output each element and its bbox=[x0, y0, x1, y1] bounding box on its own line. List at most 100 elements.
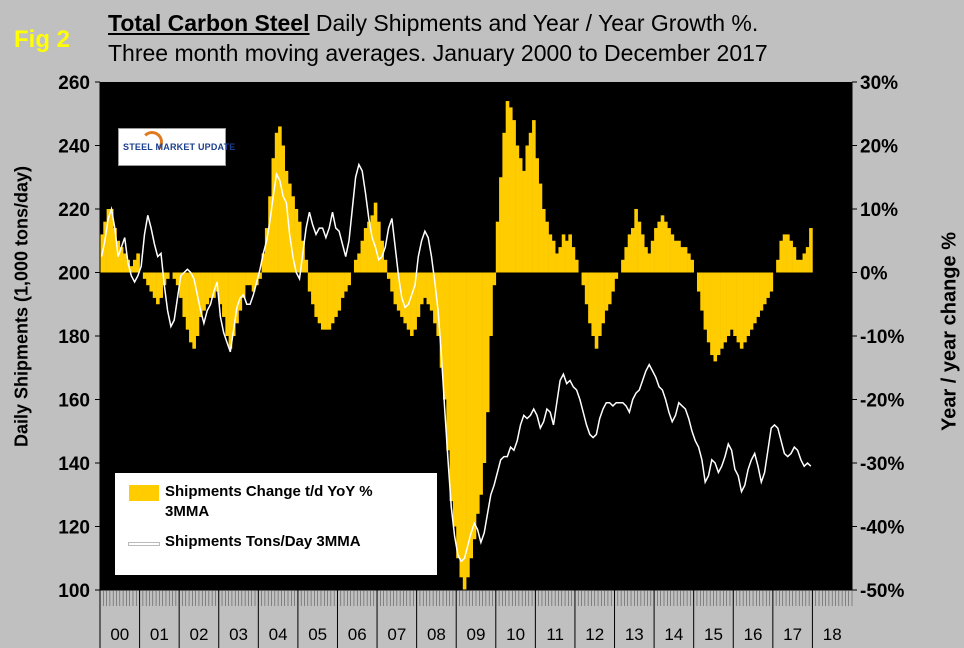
yoy-bar bbox=[357, 253, 361, 273]
yoy-bar bbox=[367, 221, 371, 273]
yoy-bar bbox=[720, 272, 724, 349]
yoy-bar bbox=[716, 272, 721, 356]
yoy-bar bbox=[360, 240, 365, 273]
legend-bar-label: Shipments Change t/d YoY % bbox=[165, 483, 373, 500]
yoy-bar bbox=[423, 272, 427, 298]
x-tick-label: 11 bbox=[546, 625, 564, 644]
left-tick-label: 220 bbox=[58, 200, 90, 221]
left-tick-label: 240 bbox=[58, 137, 90, 158]
yoy-bar bbox=[673, 240, 678, 273]
yoy-bar bbox=[353, 259, 358, 273]
yoy-bar bbox=[739, 272, 744, 349]
yoy-bar bbox=[314, 272, 318, 317]
yoy-bar bbox=[664, 221, 668, 273]
yoy-bar bbox=[271, 158, 276, 273]
yoy-bar bbox=[413, 272, 417, 330]
x-tick-label: 05 bbox=[308, 625, 327, 644]
right-tick-label: -40% bbox=[860, 518, 904, 539]
yoy-bar bbox=[518, 158, 523, 273]
yoy-bar bbox=[317, 272, 322, 324]
yoy-bar bbox=[228, 272, 233, 349]
yoy-bar bbox=[225, 272, 229, 336]
yoy-bar bbox=[245, 272, 249, 286]
yoy-bar bbox=[604, 272, 609, 311]
yoy-bar bbox=[723, 272, 727, 343]
yoy-bar bbox=[469, 272, 474, 559]
yoy-bar bbox=[660, 215, 665, 273]
x-tick-label: 07 bbox=[387, 625, 406, 644]
yoy-bar bbox=[736, 272, 741, 343]
yoy-bar bbox=[512, 120, 516, 273]
yoy-bar bbox=[634, 209, 638, 273]
yoy-bar bbox=[291, 196, 295, 273]
yoy-bar bbox=[132, 259, 137, 273]
yoy-bar bbox=[327, 272, 332, 330]
yoy-bar bbox=[195, 272, 200, 336]
yoy-bar bbox=[113, 228, 117, 273]
yoy-bar bbox=[667, 228, 671, 273]
yoy-bar bbox=[766, 272, 770, 298]
yoy-bar bbox=[627, 234, 632, 273]
legend-line-swatch bbox=[128, 542, 160, 546]
x-tick-label: 12 bbox=[585, 625, 604, 644]
yoy-bar bbox=[779, 240, 784, 273]
yoy-bar bbox=[545, 221, 549, 273]
yoy-bar bbox=[495, 221, 500, 273]
yoy-bar bbox=[330, 272, 335, 324]
yoy-bar bbox=[786, 234, 790, 273]
yoy-bar bbox=[159, 272, 163, 298]
right-tick-label: -10% bbox=[860, 327, 904, 348]
yoy-bar bbox=[235, 272, 239, 324]
yoy-bar bbox=[548, 234, 553, 273]
yoy-bar bbox=[571, 247, 576, 273]
right-tick-label: -20% bbox=[860, 391, 904, 412]
left-axis-title: Daily Shipments (1,000 tons/day) bbox=[11, 165, 32, 448]
yoy-bar bbox=[584, 272, 589, 305]
yoy-bar bbox=[146, 272, 150, 286]
yoy-bar bbox=[502, 132, 506, 273]
x-tick-label: 00 bbox=[110, 625, 129, 644]
x-tick-label: 02 bbox=[189, 625, 208, 644]
yoy-bar bbox=[588, 272, 592, 324]
x-tick-label: 17 bbox=[783, 625, 802, 644]
yoy-bar bbox=[522, 170, 526, 273]
logo-swirl-icon bbox=[141, 131, 163, 153]
yoy-bar bbox=[344, 272, 348, 292]
yoy-bar bbox=[311, 272, 315, 305]
yoy-bar bbox=[792, 247, 797, 273]
yoy-bar bbox=[650, 240, 655, 273]
yoy-bar bbox=[706, 272, 711, 343]
x-tick-label: 06 bbox=[348, 625, 367, 644]
yoy-bar bbox=[373, 202, 378, 273]
yoy-bar bbox=[109, 209, 114, 273]
chart-subtitle: Three month moving averages. January 200… bbox=[108, 40, 768, 66]
figure-label: Fig 2 bbox=[14, 26, 71, 53]
yoy-bar bbox=[729, 272, 734, 330]
yoy-bar bbox=[776, 259, 780, 273]
yoy-bar bbox=[426, 272, 431, 305]
yoy-bar bbox=[324, 272, 328, 330]
yoy-bar bbox=[386, 272, 391, 279]
yoy-bar bbox=[759, 272, 764, 311]
yoy-bar bbox=[238, 272, 243, 311]
right-axis-title: Year / year change % bbox=[938, 232, 961, 432]
yoy-bar bbox=[152, 272, 157, 298]
yoy-bar bbox=[103, 221, 107, 273]
yoy-bar bbox=[393, 272, 398, 305]
title-rest: Daily Shipments and Year / Year Growth %… bbox=[309, 10, 759, 36]
yoy-bar bbox=[452, 272, 457, 527]
yoy-bar bbox=[743, 272, 747, 343]
yoy-bar bbox=[449, 272, 454, 502]
legend-line-label: Shipments Tons/Day 3MMA bbox=[165, 533, 361, 550]
yoy-bar bbox=[337, 272, 342, 311]
yoy-bar bbox=[762, 272, 767, 305]
left-tick-label: 200 bbox=[58, 264, 90, 285]
yoy-bar bbox=[624, 247, 629, 273]
yoy-bar bbox=[320, 272, 325, 330]
yoy-bar bbox=[284, 170, 289, 273]
yoy-bar bbox=[162, 272, 167, 286]
yoy-bar bbox=[363, 228, 368, 273]
yoy-bar bbox=[492, 272, 497, 286]
yoy-bar bbox=[106, 209, 111, 273]
right-tick-label: -50% bbox=[860, 581, 904, 602]
